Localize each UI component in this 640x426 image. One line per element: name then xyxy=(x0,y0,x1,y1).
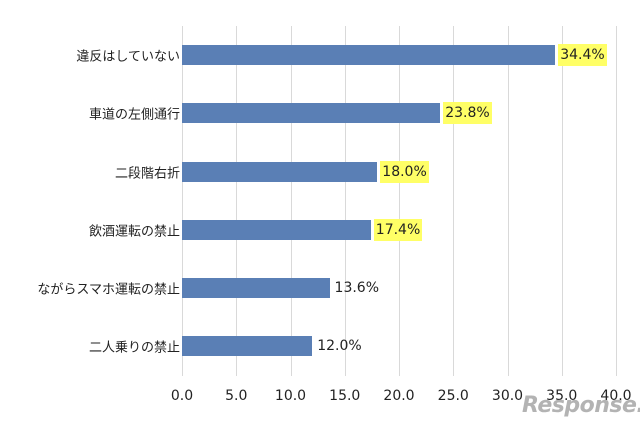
value-label: 13.6% xyxy=(334,280,380,296)
x-tick-label: 25.0 xyxy=(437,388,469,404)
bar xyxy=(182,220,371,240)
gridline xyxy=(508,26,509,376)
x-tick-label: 40.0 xyxy=(600,388,632,404)
bar xyxy=(182,103,441,123)
x-tick-label: 30.0 xyxy=(491,388,524,404)
x-tick-label: 15.0 xyxy=(329,388,361,404)
bar xyxy=(182,336,313,356)
gridline xyxy=(616,26,617,376)
gridline xyxy=(345,26,346,376)
gridline xyxy=(182,26,183,376)
value-label: 17.4% xyxy=(373,219,423,241)
gridline xyxy=(453,26,454,376)
value-label: 23.8% xyxy=(443,102,492,124)
category-label: 二人乗りの禁止 xyxy=(88,340,180,356)
category-label: 車道の左側通行 xyxy=(88,107,180,123)
x-tick-label: 35.0 xyxy=(546,388,578,404)
value-label: 34.4% xyxy=(558,44,607,66)
category-label: 飲酒運転の禁止 xyxy=(88,224,180,240)
x-tick-label: 10.0 xyxy=(274,388,307,404)
gridline xyxy=(562,26,563,376)
bar xyxy=(182,278,330,298)
gridline xyxy=(236,26,237,376)
category-label: 二段階右折 xyxy=(114,166,180,182)
category-label: ながらスマホ運転の禁止 xyxy=(37,282,180,298)
value-label: 12.0% xyxy=(317,338,362,354)
x-tick-label: 0.0 xyxy=(170,388,194,404)
bar xyxy=(182,45,556,65)
bar xyxy=(182,162,378,182)
value-label: 18.0% xyxy=(380,161,429,183)
x-tick-label: 5.0 xyxy=(225,388,248,404)
gridline xyxy=(399,26,400,376)
watermark-logo: Response. xyxy=(522,393,640,418)
x-tick-label: 20.0 xyxy=(383,388,415,404)
gridline xyxy=(291,26,292,376)
category-label: 違反はしていない xyxy=(76,49,180,65)
